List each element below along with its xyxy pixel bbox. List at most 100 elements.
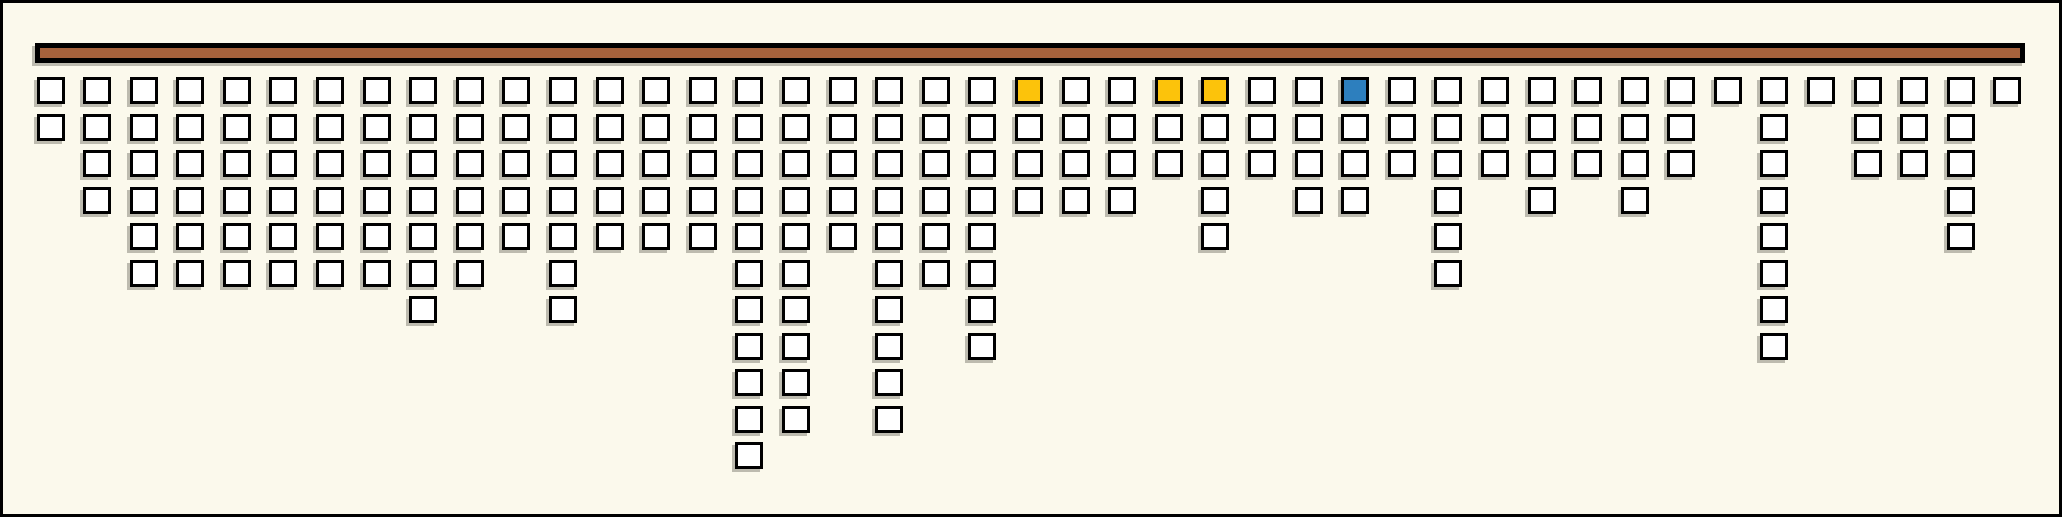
cell — [409, 77, 438, 104]
cell — [455, 113, 484, 141]
cell — [1154, 113, 1183, 141]
cell — [688, 223, 717, 250]
cell — [1108, 113, 1137, 141]
column-33 — [1527, 77, 1556, 214]
cell — [1341, 113, 1370, 141]
column-32 — [1480, 77, 1509, 177]
cell — [83, 186, 112, 214]
cell — [735, 369, 764, 396]
cell — [642, 113, 671, 141]
column-27 — [1247, 77, 1276, 177]
cell — [455, 223, 484, 250]
cell — [735, 442, 764, 469]
cell — [129, 223, 158, 250]
cell — [1341, 150, 1370, 177]
column-41 — [1900, 77, 1929, 177]
cell — [595, 186, 624, 214]
column-36 — [1667, 77, 1696, 177]
cell — [1434, 113, 1463, 141]
column-40 — [1853, 77, 1882, 177]
cell — [1387, 150, 1416, 177]
cell — [875, 369, 904, 396]
cell — [1014, 150, 1043, 177]
cell — [968, 186, 997, 214]
cell — [968, 223, 997, 250]
cell — [1667, 150, 1696, 177]
cell — [735, 259, 764, 287]
cell — [1527, 113, 1556, 141]
yellow-highlight-cell — [1201, 77, 1230, 104]
cell — [968, 332, 997, 360]
column-37 — [1713, 77, 1742, 104]
cell — [1760, 113, 1789, 141]
cell — [1480, 150, 1509, 177]
cell — [1154, 150, 1183, 177]
blue-highlight-cell — [1341, 77, 1370, 104]
cell — [1620, 77, 1649, 104]
cell — [1807, 77, 1836, 104]
cell — [1620, 113, 1649, 141]
cell — [735, 223, 764, 250]
cell — [455, 259, 484, 287]
hanger-bar — [35, 43, 2025, 63]
cell — [362, 150, 391, 177]
cell — [735, 150, 764, 177]
cell — [1760, 332, 1789, 360]
column-18 — [828, 77, 857, 250]
cell — [1061, 77, 1090, 104]
cell — [782, 332, 810, 360]
cell — [502, 77, 531, 104]
cell — [549, 186, 578, 214]
cell — [502, 223, 531, 250]
cell — [409, 223, 438, 250]
cell — [782, 113, 810, 141]
cell — [1620, 186, 1649, 214]
cell — [688, 113, 717, 141]
cell — [782, 259, 810, 287]
cell — [549, 77, 578, 104]
cell — [1574, 77, 1603, 104]
cell — [968, 113, 997, 141]
cell — [83, 77, 112, 104]
cell — [1853, 113, 1882, 141]
cell — [642, 150, 671, 177]
cell — [1201, 186, 1230, 214]
cell — [409, 150, 438, 177]
cell — [1294, 150, 1323, 177]
cell — [409, 113, 438, 141]
cell — [1108, 186, 1137, 214]
cell — [176, 223, 205, 250]
cell — [1760, 150, 1789, 177]
cell — [455, 186, 484, 214]
cell — [1900, 150, 1929, 177]
cell — [642, 77, 671, 104]
column-25 — [1154, 77, 1183, 177]
column-11 — [502, 77, 531, 250]
column-19 — [875, 77, 904, 433]
column-14 — [642, 77, 671, 250]
cell — [1061, 113, 1090, 141]
cell — [1387, 113, 1416, 141]
cell — [1294, 113, 1323, 141]
cell — [269, 113, 298, 141]
cell — [968, 259, 997, 287]
cell — [688, 150, 717, 177]
cell — [1294, 186, 1323, 214]
cell — [828, 186, 857, 214]
column-9 — [409, 77, 438, 323]
cell — [735, 186, 764, 214]
column-6 — [269, 77, 298, 287]
column-13 — [595, 77, 624, 250]
cell — [1853, 150, 1882, 177]
cell — [921, 113, 950, 141]
cell — [782, 369, 810, 396]
cell — [875, 186, 904, 214]
cell — [222, 150, 251, 177]
cell — [735, 405, 764, 433]
cell — [595, 113, 624, 141]
cell — [83, 150, 112, 177]
cell — [36, 113, 65, 141]
cell — [1667, 77, 1696, 104]
cell — [828, 223, 857, 250]
cell — [176, 150, 205, 177]
